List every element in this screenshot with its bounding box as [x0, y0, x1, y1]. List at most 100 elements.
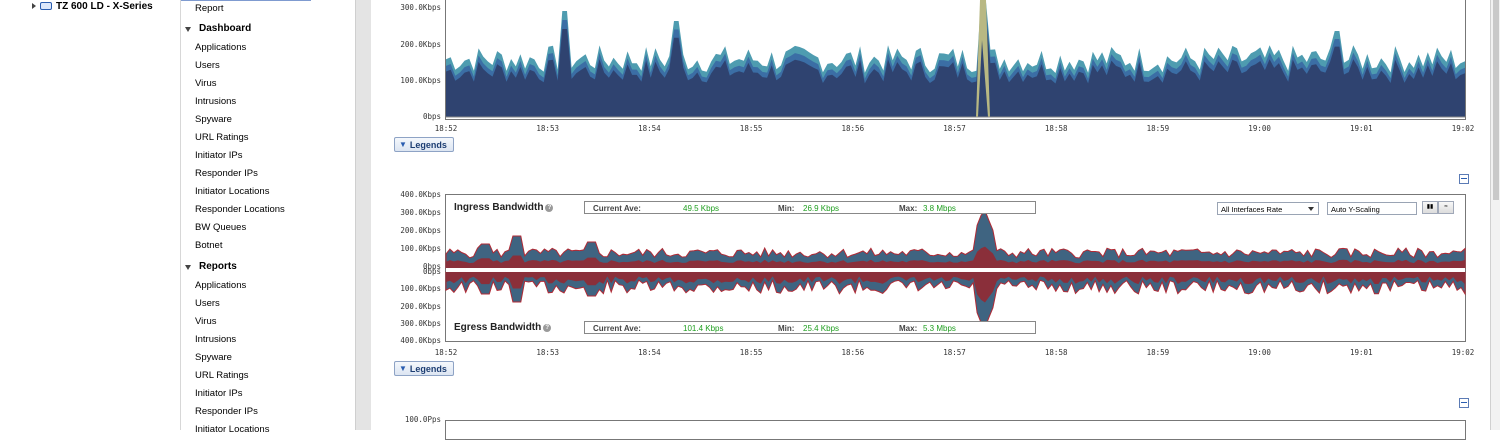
stat-label: Min:	[778, 204, 795, 213]
nav-section-dashboard[interactable]: Dashboard	[185, 22, 251, 36]
nav-item-url-ratings[interactable]: URL Ratings	[195, 132, 249, 143]
nav-item-users[interactable]: Users	[195, 60, 220, 71]
x-axis-label: 19:02	[1451, 348, 1475, 357]
x-axis-label: 18:52	[434, 348, 458, 357]
y-axis-label: 300.0Kbps	[400, 208, 441, 217]
help-icon[interactable]: ?	[545, 203, 554, 212]
nav-item-responder-ips[interactable]: Responder IPs	[195, 168, 258, 179]
scrollbar-thumb[interactable]	[1493, 0, 1499, 200]
y-axis-label: 0bps	[422, 262, 441, 271]
x-axis-label: 18:56	[841, 124, 865, 133]
nav-item-url-ratings[interactable]: URL Ratings	[195, 370, 249, 381]
y-axis-label: 400.0Kbps	[400, 190, 441, 199]
x-axis-label: 18:58	[1044, 124, 1068, 133]
x-axis-label: 18:52	[434, 124, 458, 133]
nav-item-virus[interactable]: Virus	[195, 78, 217, 89]
stat-label: Current Ave:	[593, 324, 641, 333]
nav-item-bw-queues[interactable]: BW Queues	[195, 222, 247, 233]
expand-legends-icon: ▼	[399, 140, 407, 149]
y-axis-label: 100.0Kbps	[400, 76, 441, 85]
x-axis-label: 18:54	[638, 124, 661, 133]
nav-item-initiator-locations[interactable]: Initiator Locations	[195, 424, 270, 435]
x-axis-label: 18:55	[739, 348, 763, 357]
nav-section-reports[interactable]: Reports	[185, 260, 237, 274]
spike-core	[978, 40, 988, 117]
y-axis-label: 200.0Kbps	[400, 302, 441, 311]
x-axis-label: 19:02	[1451, 124, 1475, 133]
chevron-down-icon	[1308, 207, 1314, 211]
x-axis-label: 18:55	[739, 124, 763, 133]
nav-item-intrusions[interactable]: Intrusions	[195, 334, 237, 345]
nav-item-users[interactable]: Users	[195, 298, 220, 309]
nav-item-report[interactable]: Report	[195, 3, 224, 14]
x-axis-label: 19:00	[1248, 348, 1271, 357]
expand-arrow-icon[interactable]	[32, 3, 36, 9]
y-axis-label: 200.0Kbps	[400, 226, 441, 235]
x-axis-label: 18:53	[536, 124, 559, 133]
nav-panel: Report Dashboard Applications Users Virus I…	[180, 0, 355, 435]
stat-value: 5.3 Mbps	[923, 324, 956, 333]
stat-value: 26.9 Kbps	[803, 204, 840, 213]
nav-section-title: Reports	[199, 261, 237, 272]
ingress-title-text: Ingress Bandwidth	[454, 202, 544, 213]
panel-divider[interactable]	[355, 0, 371, 430]
x-axis-label: 18:54	[638, 348, 661, 357]
zero-divider	[446, 268, 1465, 272]
egress-inner	[446, 272, 1465, 303]
egress-stats: Current Ave: 101.4 Kbps Min: 25.4 Kbps M…	[584, 321, 1036, 334]
tree-node-device[interactable]: TZ 600 LD - X-Series	[32, 0, 153, 12]
nav-item-spyware[interactable]: Spyware	[195, 114, 232, 125]
nav-item-spyware[interactable]: Spyware	[195, 352, 232, 363]
bar-view-icon[interactable]: ▮▮	[1422, 201, 1438, 214]
nav-item-responder-locations[interactable]: Responder Locations	[195, 204, 285, 215]
nav-item-initiator-locations[interactable]: Initiator Locations	[195, 186, 270, 197]
nav-item-applications[interactable]: Applications	[195, 42, 247, 53]
stat-value: 49.5 Kbps	[683, 204, 720, 213]
x-axis-label: 18:58	[1044, 348, 1068, 357]
stat-label: Max:	[899, 204, 918, 213]
legends-label: Legends	[409, 139, 447, 150]
x-axis-label: 18:57	[943, 348, 966, 357]
stat-value: 101.4 Kbps	[683, 324, 724, 333]
line-view-icon[interactable]: ≈	[1438, 201, 1454, 214]
x-axis-label: 19:01	[1350, 124, 1373, 133]
scaling-select-value: Auto Y-Scaling	[1331, 205, 1380, 214]
y-axis-label: 400.0Kbps	[400, 336, 441, 345]
bw-legends-button[interactable]: ▼ Legends	[394, 361, 454, 376]
nav-section-title: Dashboard	[199, 23, 252, 34]
nav-item-applications[interactable]: Applications	[195, 280, 247, 291]
interface-select-value: All Interfaces Rate	[1221, 205, 1283, 214]
top-legends-button[interactable]: ▼ Legends	[394, 137, 454, 152]
nav-item-botnet[interactable]: Botnet	[195, 240, 223, 251]
interface-select[interactable]: All Interfaces Rate	[1217, 202, 1319, 215]
bw-collapse-icon[interactable]	[1459, 174, 1469, 184]
legends-label: Legends	[409, 363, 447, 374]
y-axis-label: 300.0Kbps	[400, 3, 441, 12]
nav-item-responder-ips[interactable]: Responder IPs	[195, 406, 258, 417]
x-axis-label: 19:01	[1350, 348, 1373, 357]
y-axis-label: 0bps	[422, 267, 441, 276]
ingress-stats: Current Ave: 49.5 Kbps Min: 26.9 Kbps Ma…	[584, 201, 1036, 214]
y-axis-label: 300.0Kbps	[400, 319, 441, 328]
ingress-inner	[446, 246, 1465, 268]
device-label: TZ 600 LD - X-Series	[56, 0, 153, 12]
stat-label: Min:	[778, 324, 795, 333]
y-axis-label: 0bps	[422, 112, 441, 121]
nav-item-intrusions[interactable]: Intrusions	[195, 96, 237, 107]
y-axis-label: 100.0Kbps	[400, 244, 441, 253]
page-scrollbar[interactable]	[1490, 0, 1500, 430]
collapse-arrow-icon[interactable]	[185, 264, 191, 270]
third-collapse-icon[interactable]	[1459, 398, 1469, 408]
scaling-select[interactable]: Auto Y-Scaling	[1327, 202, 1417, 215]
help-icon[interactable]: ?	[543, 323, 552, 332]
view-toggle: ▮▮ ≈	[1422, 201, 1454, 214]
collapse-arrow-icon[interactable]	[185, 26, 191, 32]
x-axis-label: 18:59	[1146, 348, 1170, 357]
egress-title-text: Egress Bandwidth	[454, 322, 542, 333]
nav-item-initiator-ips[interactable]: Initiator IPs	[195, 150, 243, 161]
nav-item-initiator-ips[interactable]: Initiator IPs	[195, 388, 243, 399]
expand-legends-icon: ▼	[399, 364, 407, 373]
top-traffic-chart	[446, 0, 1465, 118]
nav-item-virus[interactable]: Virus	[195, 316, 217, 327]
egress-title: Egress Bandwidth ?	[454, 322, 552, 333]
